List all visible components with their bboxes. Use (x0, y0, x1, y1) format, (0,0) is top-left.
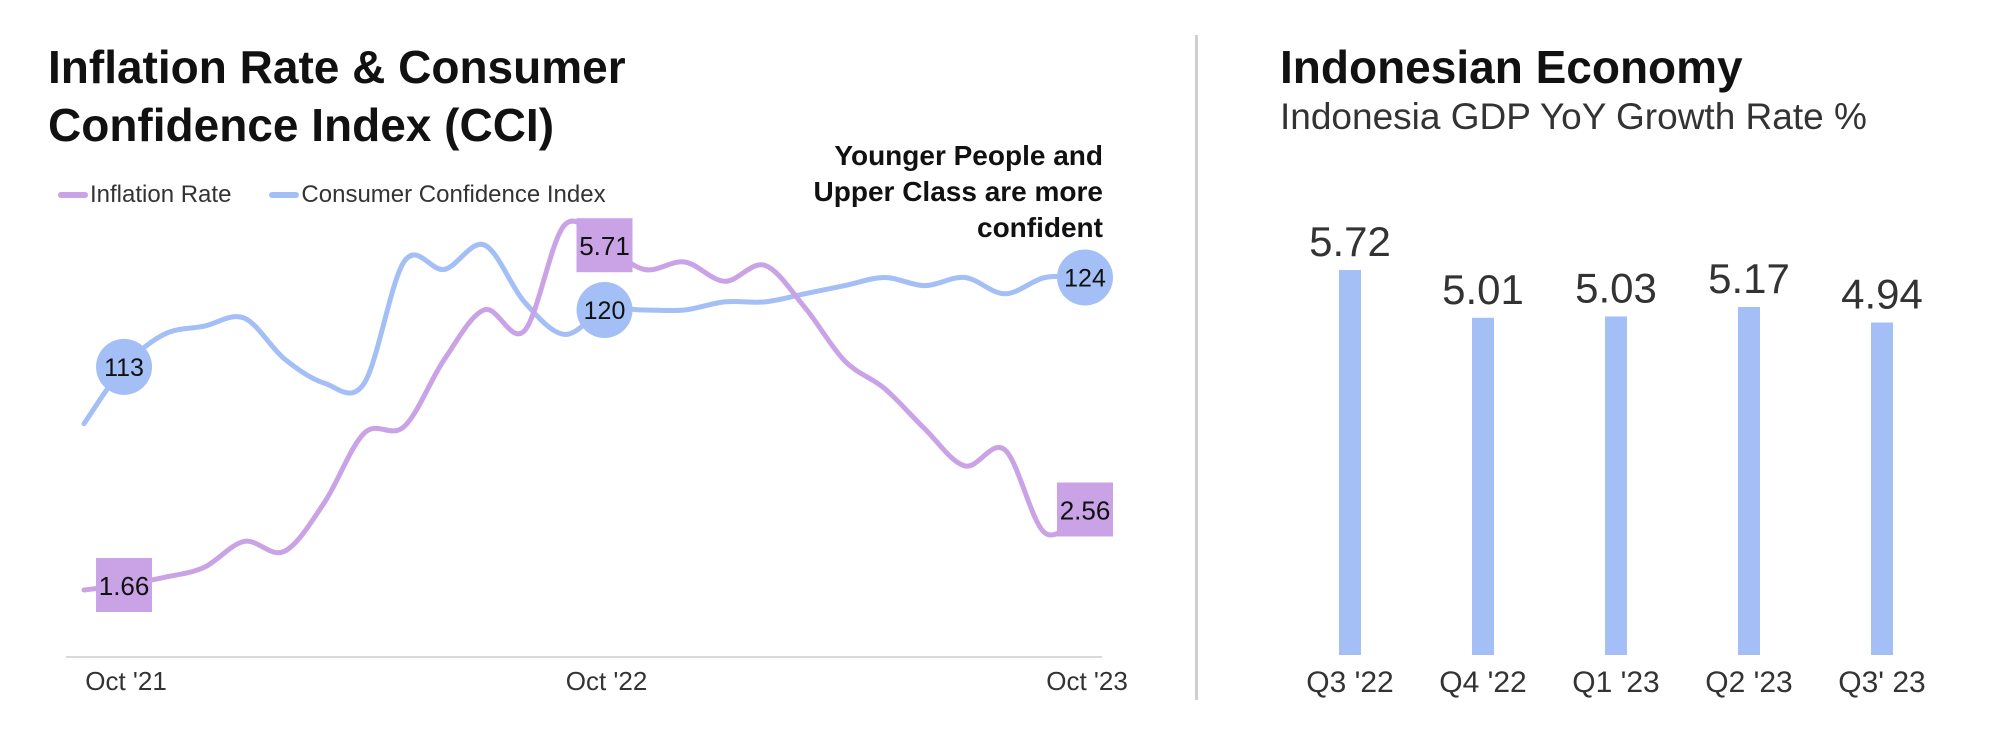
gdp-bar (1472, 317, 1494, 655)
cci-marker (96, 338, 153, 395)
legend-item-inflation: Inflation Rate (58, 181, 231, 209)
gdp-category-label: Q3' 23 (1838, 666, 1925, 699)
bar-chart-subtitle: Indonesia GDP YoY Growth Rate % (1280, 96, 1867, 137)
cci-data-label: 120 (584, 297, 626, 325)
cci-data-label: 113 (104, 354, 144, 382)
line-chart-title: Inflation Rate & Consumer Confidence Ind… (48, 41, 626, 151)
gdp-category-label: Q2 '23 (1705, 666, 1792, 699)
legend-swatch-inflation (58, 192, 88, 198)
x-tick-label: Oct '23 (1046, 666, 1128, 696)
gdp-category-label: Q4 '22 (1439, 666, 1526, 699)
inflation-data-label: 1.66 (99, 571, 150, 601)
x-tick-label: Oct '21 (85, 666, 167, 696)
gdp-category-label: Q1 '23 (1572, 666, 1659, 699)
gdp-bar (1339, 270, 1361, 655)
gdp-bar (1871, 322, 1893, 655)
legend-label-cci: Consumer Confidence Index (301, 181, 606, 208)
inflation-marker (96, 558, 153, 612)
inflation-data-label: 5.71 (579, 231, 630, 261)
gdp-bar (1738, 307, 1760, 655)
gdp-value-label: 4.94 (1841, 271, 1923, 318)
inflation-line (81, 218, 1088, 593)
chart-annotation: Younger People and Upper Class are more … (813, 140, 1103, 243)
inflation-data-label: 2.56 (1060, 495, 1111, 525)
x-tick-label: Oct '22 (566, 666, 648, 696)
inflation-marker (1057, 482, 1113, 537)
gdp-value-label: 5.72 (1309, 218, 1391, 265)
panel-divider (1195, 35, 1198, 700)
cci-line (81, 241, 1088, 427)
legend-swatch-cci (269, 192, 300, 198)
cci-marker (576, 282, 633, 338)
gdp-value-label: 5.17 (1708, 255, 1790, 302)
legend-label-inflation: Inflation Rate (90, 181, 232, 208)
gdp-category-label: Q3 '22 (1306, 666, 1393, 699)
bar-chart-title: Indonesian Economy (1280, 41, 1743, 93)
legend-item-cci: Consumer Confidence Index (269, 181, 606, 209)
cci-data-label: 124 (1064, 265, 1106, 293)
gdp-value-label: 5.03 (1575, 264, 1657, 311)
gdp-bar (1605, 316, 1627, 655)
gdp-value-label: 5.01 (1442, 266, 1524, 313)
line-chart-legend: Inflation Rate Consumer Confidence Index (58, 181, 606, 209)
cci-marker (1057, 249, 1113, 306)
inflation-marker (576, 218, 633, 273)
